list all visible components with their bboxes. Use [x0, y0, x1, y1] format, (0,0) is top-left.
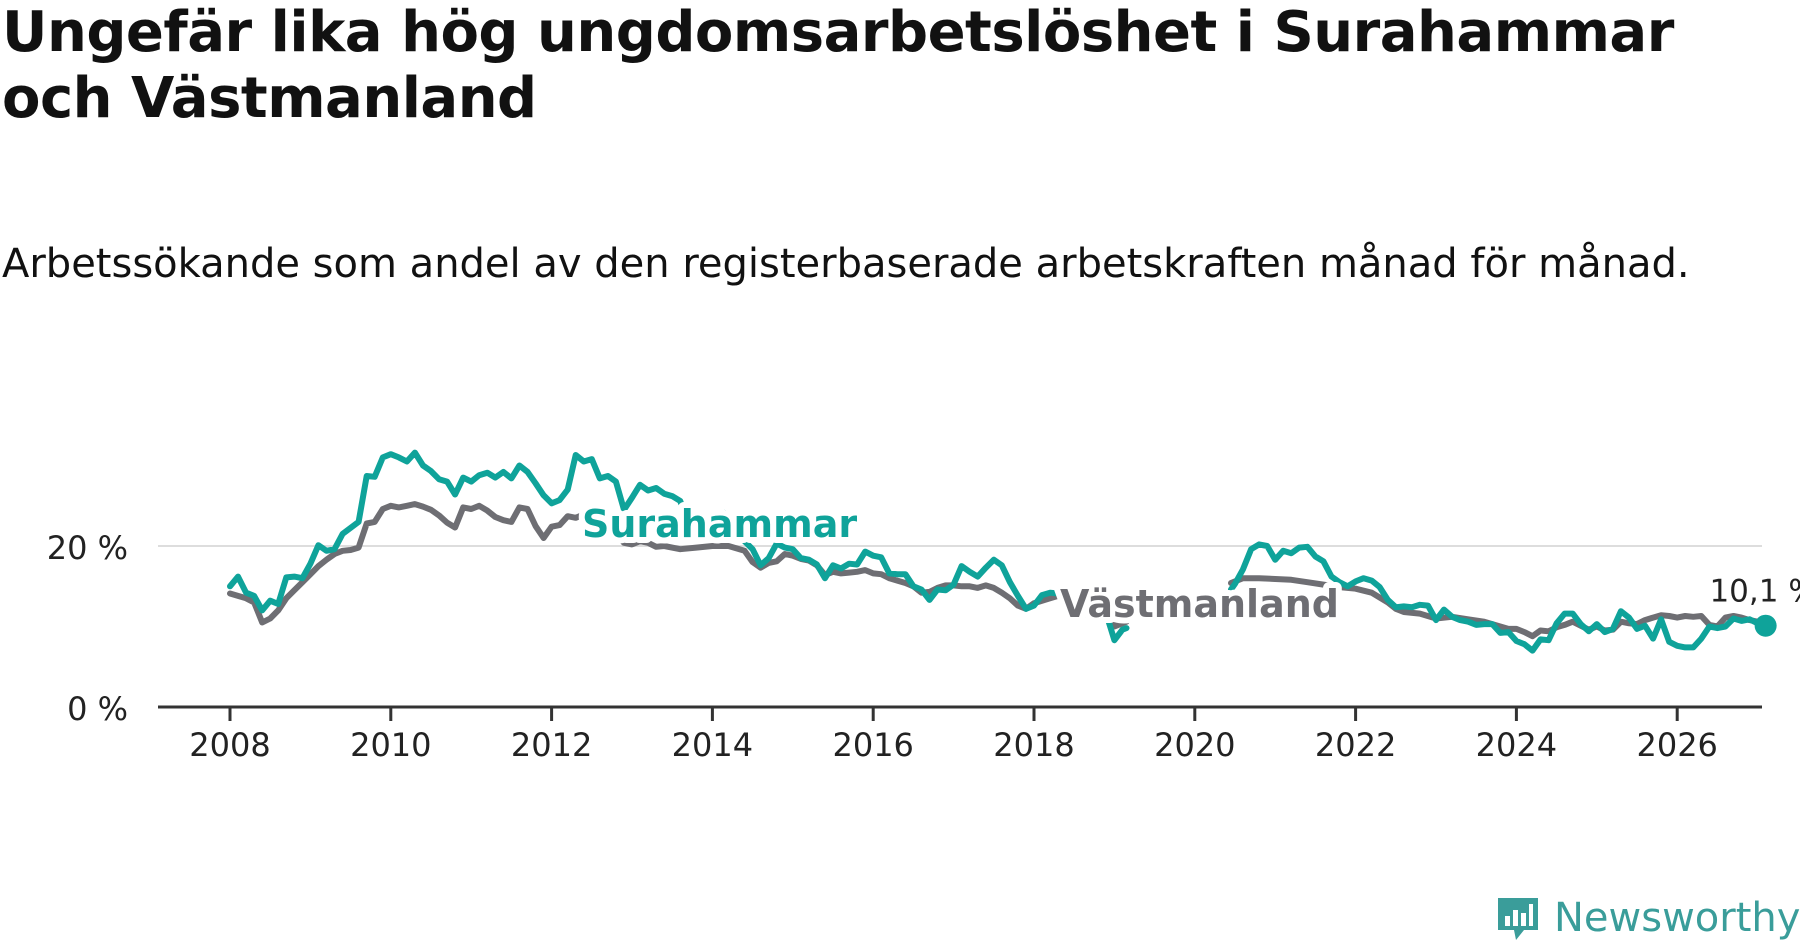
- surahammar-series-label: Surahammar: [582, 502, 857, 546]
- chart-title: Ungefär lika hög ungdomsarbetslöshet i S…: [2, 0, 1674, 131]
- newsworthy-brand[interactable]: Newsworthy: [1494, 888, 1800, 948]
- surahammar-line: [1228, 541, 1769, 654]
- brand-name: Newsworthy: [1554, 895, 1800, 941]
- x-tick-label: 2024: [1476, 726, 1557, 764]
- newsworthy-logo-icon: [1498, 898, 1538, 940]
- y-tick-label: 20 %: [47, 529, 128, 567]
- surahammar-line: [227, 449, 1130, 644]
- end-value-label: 10,1 %: [1709, 574, 1800, 610]
- surahammar-series-label-halo: Surahammar: [582, 502, 857, 546]
- chart-subtitle: Arbetssökande som andel av den registerb…: [2, 241, 1690, 287]
- x-tick-label: 2010: [350, 726, 431, 764]
- y-tick-label: 0 %: [67, 690, 128, 728]
- x-tick-label: 2014: [672, 726, 753, 764]
- vastmanland-line: [1228, 575, 1769, 640]
- x-tick-label: 2016: [832, 726, 913, 764]
- x-tick-label: 2018: [993, 726, 1074, 764]
- vastmanland-series-label: Västmanland: [1060, 582, 1339, 626]
- vastmanland-series-label-halo: Västmanland: [1060, 582, 1339, 626]
- end-point-marker: [1754, 614, 1777, 637]
- x-tick-label: 2012: [511, 726, 592, 764]
- vastmanland-line: [227, 501, 1130, 630]
- x-tick-label: 2020: [1154, 726, 1235, 764]
- x-tick-label: 2008: [189, 726, 270, 764]
- x-tick-label: 2026: [1636, 726, 1717, 764]
- x-tick-label: 2022: [1315, 726, 1396, 764]
